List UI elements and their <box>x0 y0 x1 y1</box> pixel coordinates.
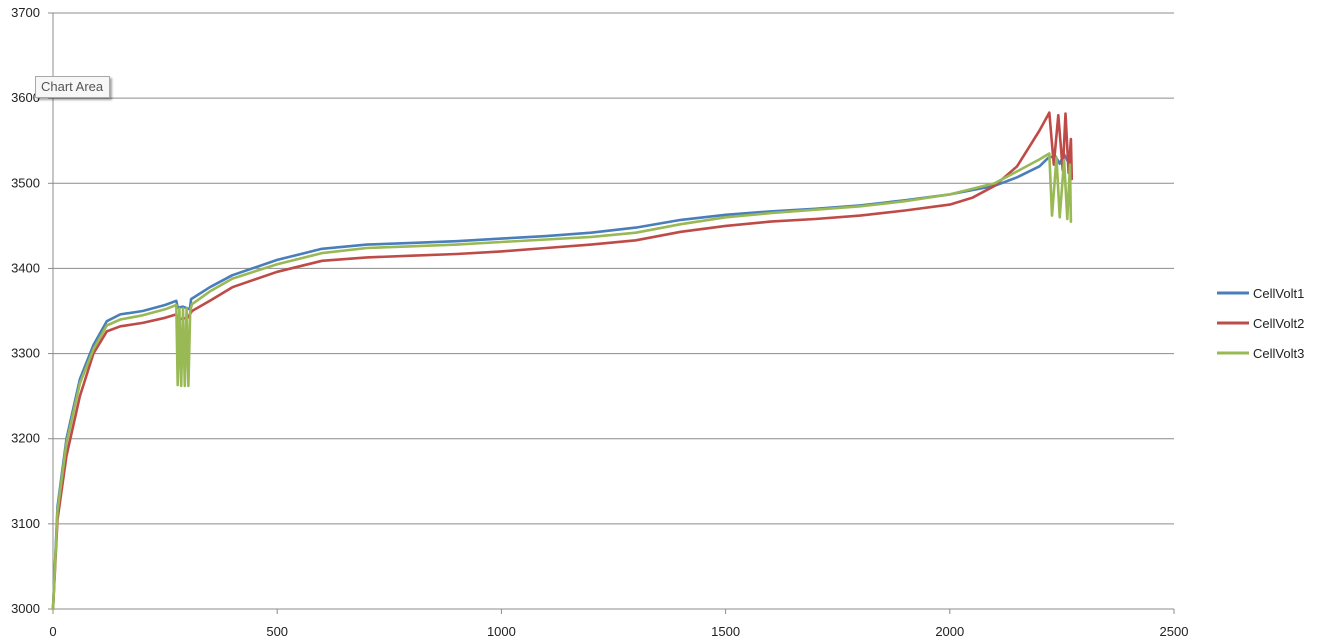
y-tick-label: 3300 <box>11 346 40 361</box>
y-tick-label: 3000 <box>11 601 40 616</box>
legend-label: CellVolt3 <box>1253 346 1304 361</box>
legend[interactable]: CellVolt1 CellVolt2 CellVolt3 <box>1217 286 1304 361</box>
x-tick-label: 2500 <box>1160 624 1189 639</box>
gridlines <box>53 12 1174 525</box>
y-tick-label: 3200 <box>11 431 40 446</box>
axes: 3000 3100 3200 3300 3400 3500 3600 3700 0 500 1000… <box>11 5 1188 639</box>
y-tick-label: 3600 <box>11 90 40 105</box>
x-tick-label: 0 <box>49 624 56 639</box>
chart-area-tooltip: Chart Area <box>35 76 111 98</box>
x-tick-label: 500 <box>266 624 288 639</box>
y-tick-label: 3100 <box>11 516 40 531</box>
y-tick-label: 3700 <box>11 5 40 20</box>
series-line-cellvolt2[interactable] <box>51 111 1074 611</box>
y-tick-label: 3500 <box>11 175 40 190</box>
x-tick-label: 1000 <box>487 624 516 639</box>
series-line-cellvolt1[interactable] <box>51 153 1072 611</box>
plot-series <box>51 111 1074 611</box>
legend-label: CellVolt2 <box>1253 316 1304 331</box>
y-tick-label: 3400 <box>11 260 40 275</box>
x-tick-label: 1500 <box>711 624 740 639</box>
series-line-cellvolt3[interactable] <box>51 152 1073 611</box>
x-tick-label: 2000 <box>935 624 964 639</box>
legend-item-cellvolt1[interactable]: CellVolt1 <box>1217 286 1304 301</box>
legend-item-cellvolt3[interactable]: CellVolt3 <box>1217 346 1304 361</box>
legend-label: CellVolt1 <box>1253 286 1304 301</box>
legend-item-cellvolt2[interactable]: CellVolt2 <box>1217 316 1304 331</box>
